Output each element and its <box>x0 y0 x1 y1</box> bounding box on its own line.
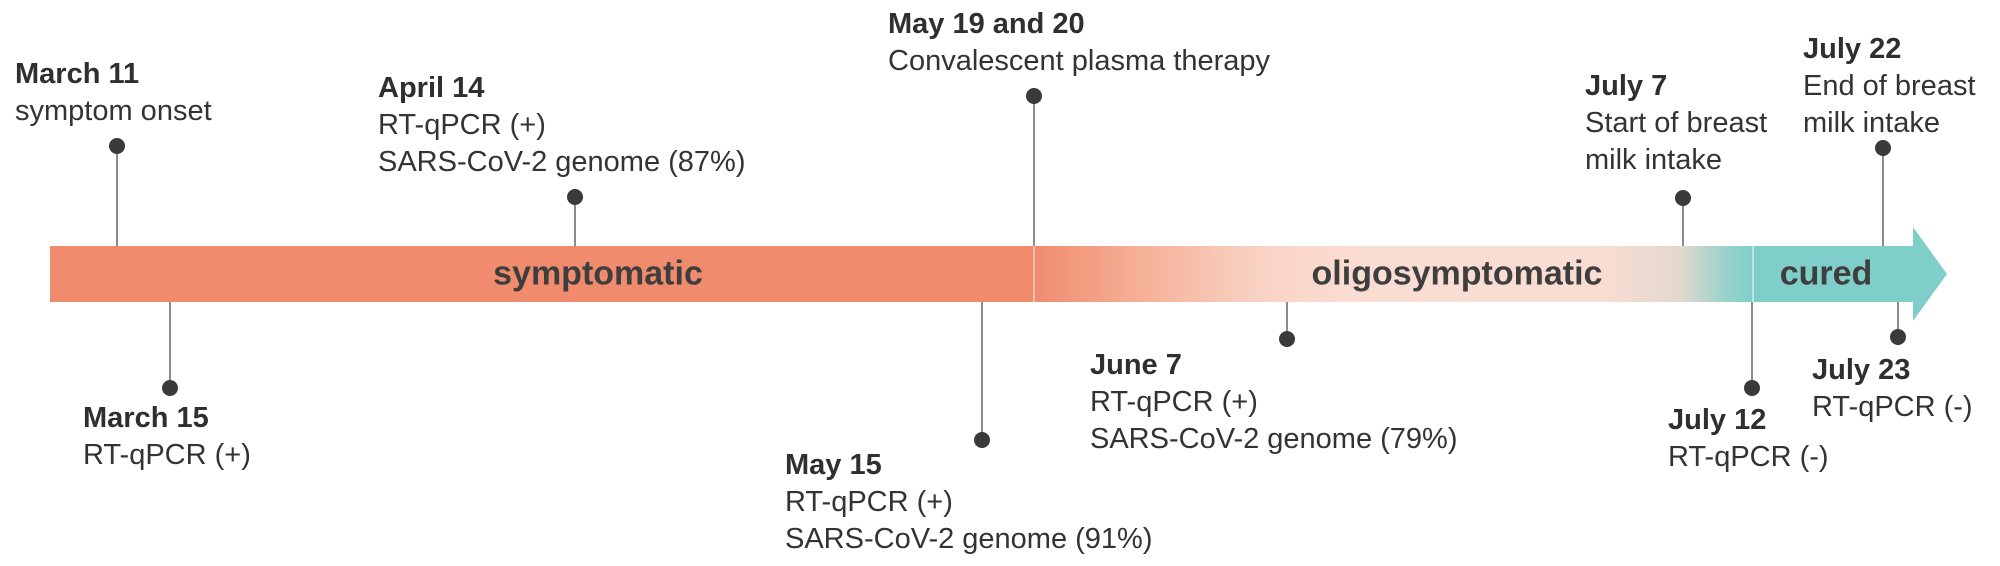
event-connector <box>1033 96 1035 246</box>
phase-label-symptomatic: symptomatic <box>493 254 703 293</box>
event-date: April 14 <box>378 72 485 104</box>
timeline-event-july-12: July 12 RT-qPCR (-) <box>1668 402 1829 476</box>
timeline-event-july-7: July 7 Start of breast milk intake <box>1585 68 1767 179</box>
event-connector <box>1682 198 1684 246</box>
event-connector <box>1897 302 1899 337</box>
event-description: SARS-CoV-2 genome (87%) <box>378 146 746 178</box>
event-date: June 7 <box>1090 349 1182 381</box>
event-description: SARS-CoV-2 genome (79%) <box>1090 423 1458 455</box>
event-dot <box>567 189 583 205</box>
timeline-event-march-15: March 15 RT-qPCR (+) <box>83 400 251 474</box>
event-dot <box>162 380 178 396</box>
event-connector <box>574 197 576 246</box>
event-date: May 15 <box>785 449 882 481</box>
bar-segment-seam <box>1752 246 1754 302</box>
timeline-event-may-19-20: May 19 and 20 Convalescent plasma therap… <box>888 6 1270 80</box>
event-description: Convalescent plasma therapy <box>888 45 1271 77</box>
event-connector <box>116 146 118 246</box>
timeline-bar <box>50 246 1913 302</box>
timeline-event-july-23: July 23 RT-qPCR (-) <box>1812 352 1973 426</box>
event-description: milk intake <box>1585 144 1722 176</box>
event-date: March 15 <box>83 402 209 434</box>
event-dot <box>1875 140 1891 156</box>
event-connector <box>169 302 171 388</box>
event-dot <box>109 138 125 154</box>
timeline-event-july-22: July 22 End of breast milk intake <box>1803 31 1976 142</box>
event-dot <box>1279 331 1295 347</box>
phase-label-oligosymptomatic: oligosymptomatic <box>1311 254 1603 293</box>
event-description: milk intake <box>1803 107 1940 139</box>
event-description: RT-qPCR (+) <box>83 439 251 471</box>
event-connector <box>981 302 983 440</box>
event-date: July 22 <box>1803 33 1902 65</box>
event-description: RT-qPCR (+) <box>1090 386 1258 418</box>
event-connector <box>1286 302 1288 339</box>
event-date: July 12 <box>1668 404 1767 436</box>
timeline-arrowhead-icon <box>1913 227 1947 321</box>
event-dot <box>1026 88 1042 104</box>
timeline-event-march-11: March 11 symptom onset <box>15 56 212 130</box>
event-description: SARS-CoV-2 genome (91%) <box>785 523 1153 555</box>
event-dot <box>1744 380 1760 396</box>
timeline-event-june-7: June 7 RT-qPCR (+) SARS-CoV-2 genome (79… <box>1090 347 1458 458</box>
event-connector <box>1751 302 1753 388</box>
event-description: Start of breast <box>1585 107 1768 139</box>
event-dot <box>1890 329 1906 345</box>
event-dot <box>1675 190 1691 206</box>
event-description: End of breast <box>1803 70 1976 102</box>
event-date: March 11 <box>15 58 140 90</box>
event-dot <box>974 432 990 448</box>
timeline-event-may-15: May 15 RT-qPCR (+) SARS-CoV-2 genome (91… <box>785 447 1153 558</box>
event-description: RT-qPCR (-) <box>1812 391 1973 423</box>
timeline-event-april-14: April 14 RT-qPCR (+) SARS-CoV-2 genome (… <box>378 70 746 181</box>
event-description: RT-qPCR (+) <box>378 109 546 141</box>
phase-label-cured: cured <box>1779 254 1873 293</box>
event-description: RT-qPCR (+) <box>785 486 953 518</box>
event-date: July 23 <box>1812 354 1911 386</box>
event-date: May 19 and 20 <box>888 8 1085 40</box>
event-description: symptom onset <box>15 95 212 127</box>
event-description: RT-qPCR (-) <box>1668 441 1829 473</box>
bar-segment-seam <box>1033 246 1035 302</box>
event-date: July 7 <box>1585 70 1668 102</box>
event-connector <box>1882 148 1884 246</box>
